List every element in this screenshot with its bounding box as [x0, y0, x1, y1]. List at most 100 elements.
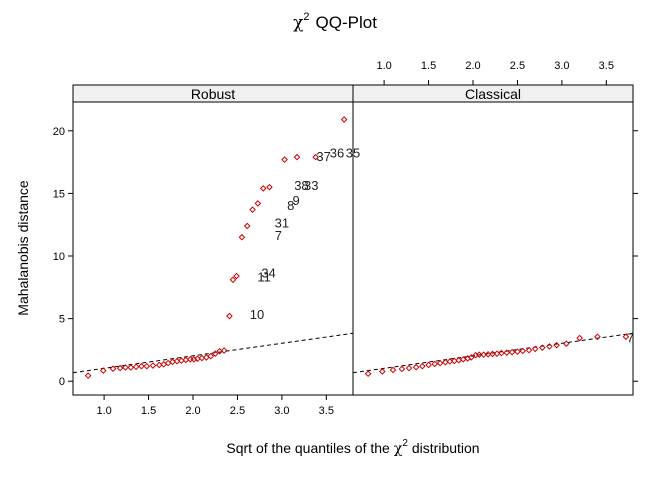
data-point	[508, 348, 516, 356]
top-x-tick-label: 1.0	[376, 60, 391, 72]
data-point	[594, 333, 601, 341]
title-superscript: 2	[303, 11, 309, 23]
data-point	[138, 362, 145, 370]
data-point	[436, 359, 444, 367]
data-point	[431, 360, 439, 368]
data-point	[340, 116, 348, 123]
data-point	[475, 351, 483, 358]
data-point	[266, 183, 273, 191]
data-point	[379, 368, 386, 375]
x-label-superscript: 2	[402, 438, 408, 449]
bottom-x-axis: 1.0 1.5 2.0 2.5 3.0 3.5	[96, 395, 334, 417]
y-tick-label: 20	[53, 126, 65, 138]
data-point	[489, 350, 496, 358]
data-point	[132, 363, 140, 371]
x-tick-label: 2.0	[185, 405, 200, 417]
x-label-chi-symbol: χ	[394, 441, 403, 457]
top-x-axis: 1.0 1.5 2.0 2.5 3.0 3.5	[376, 60, 614, 85]
data-point	[293, 153, 301, 161]
data-point	[226, 312, 233, 320]
classical-strip-label: Classical	[465, 86, 521, 102]
top-x-tick-label: 3.0	[554, 60, 569, 72]
data-point	[229, 276, 237, 284]
data-point	[563, 340, 570, 347]
reference-line	[353, 332, 633, 374]
point-label: 37	[316, 149, 330, 164]
data-point	[405, 364, 413, 372]
top-x-tick-label: 2.5	[510, 60, 525, 72]
data-point	[238, 233, 246, 241]
data-point	[84, 372, 92, 379]
point-label: 9	[292, 193, 299, 208]
data-point	[116, 364, 124, 372]
point-label: 10	[250, 307, 264, 322]
chart-title: χ2 QQ-Plot	[293, 11, 377, 33]
data-point	[207, 352, 215, 360]
data-point	[459, 356, 467, 363]
data-point	[525, 346, 533, 354]
robust-strip-label: Robust	[191, 86, 235, 102]
classical-panel-frame	[352, 101, 634, 396]
x-tick-label: 2.5	[230, 405, 245, 417]
point-label: 7	[275, 228, 282, 243]
top-x-tick-label: 3.5	[599, 60, 614, 72]
data-point	[220, 347, 228, 354]
point-label: 7	[627, 331, 634, 346]
x-tick-label: 1.5	[141, 405, 156, 417]
data-point	[99, 367, 107, 374]
data-point	[127, 364, 135, 371]
data-point	[281, 156, 288, 163]
data-point	[143, 362, 151, 370]
data-point	[149, 362, 157, 369]
y-tick-label: 15	[53, 188, 65, 200]
data-point	[419, 362, 426, 370]
top-x-tick-label: 1.5	[421, 60, 436, 72]
point-label: 38	[294, 178, 308, 193]
title-chi-symbol: χ	[293, 13, 303, 33]
data-point	[109, 365, 117, 373]
title-text: QQ-Plot	[316, 13, 378, 32]
y-tick-label: 0	[59, 376, 65, 388]
data-point	[553, 341, 560, 349]
data-point	[531, 345, 539, 353]
top-x-tick-label: 2.0	[465, 60, 480, 72]
data-point	[503, 349, 511, 356]
robust-panel-frame	[72, 101, 354, 396]
data-point	[467, 354, 475, 361]
data-point	[364, 370, 372, 378]
data-point	[455, 356, 463, 364]
data-point	[576, 334, 583, 342]
data-point	[412, 363, 420, 371]
data-point	[622, 333, 630, 341]
point-label: 36	[330, 145, 344, 160]
point-label: 31	[275, 215, 289, 230]
data-point	[122, 364, 129, 371]
data-point	[243, 222, 251, 230]
data-point	[519, 347, 527, 355]
y-axis-label: Mahalanobis distance	[15, 180, 31, 316]
data-point	[259, 185, 267, 192]
y-tick-label: 5	[59, 314, 65, 326]
point-label: 33	[304, 178, 318, 193]
right-y-ticks	[633, 130, 638, 382]
point-label: 34	[261, 266, 275, 281]
data-point	[514, 348, 521, 355]
data-point	[398, 365, 406, 373]
point-label: 11	[257, 269, 271, 284]
data-point	[546, 343, 553, 350]
x-tick-label: 3.5	[319, 405, 334, 417]
data-point	[249, 206, 256, 213]
point-label: 8	[287, 198, 294, 213]
x-tick-label: 3.0	[274, 405, 289, 417]
x-label-prefix: Sqrt of the quantiles of the	[226, 440, 390, 456]
x-axis-label: Sqrt of the quantiles of the χ2 distributi…	[226, 438, 479, 457]
x-tick-label: 1.0	[96, 405, 111, 417]
x-label-suffix: distribution	[412, 440, 480, 456]
data-point	[498, 349, 505, 357]
classical-panel: 7	[352, 101, 634, 396]
data-point	[425, 361, 432, 369]
data-point	[233, 272, 240, 280]
data-point	[312, 153, 319, 161]
